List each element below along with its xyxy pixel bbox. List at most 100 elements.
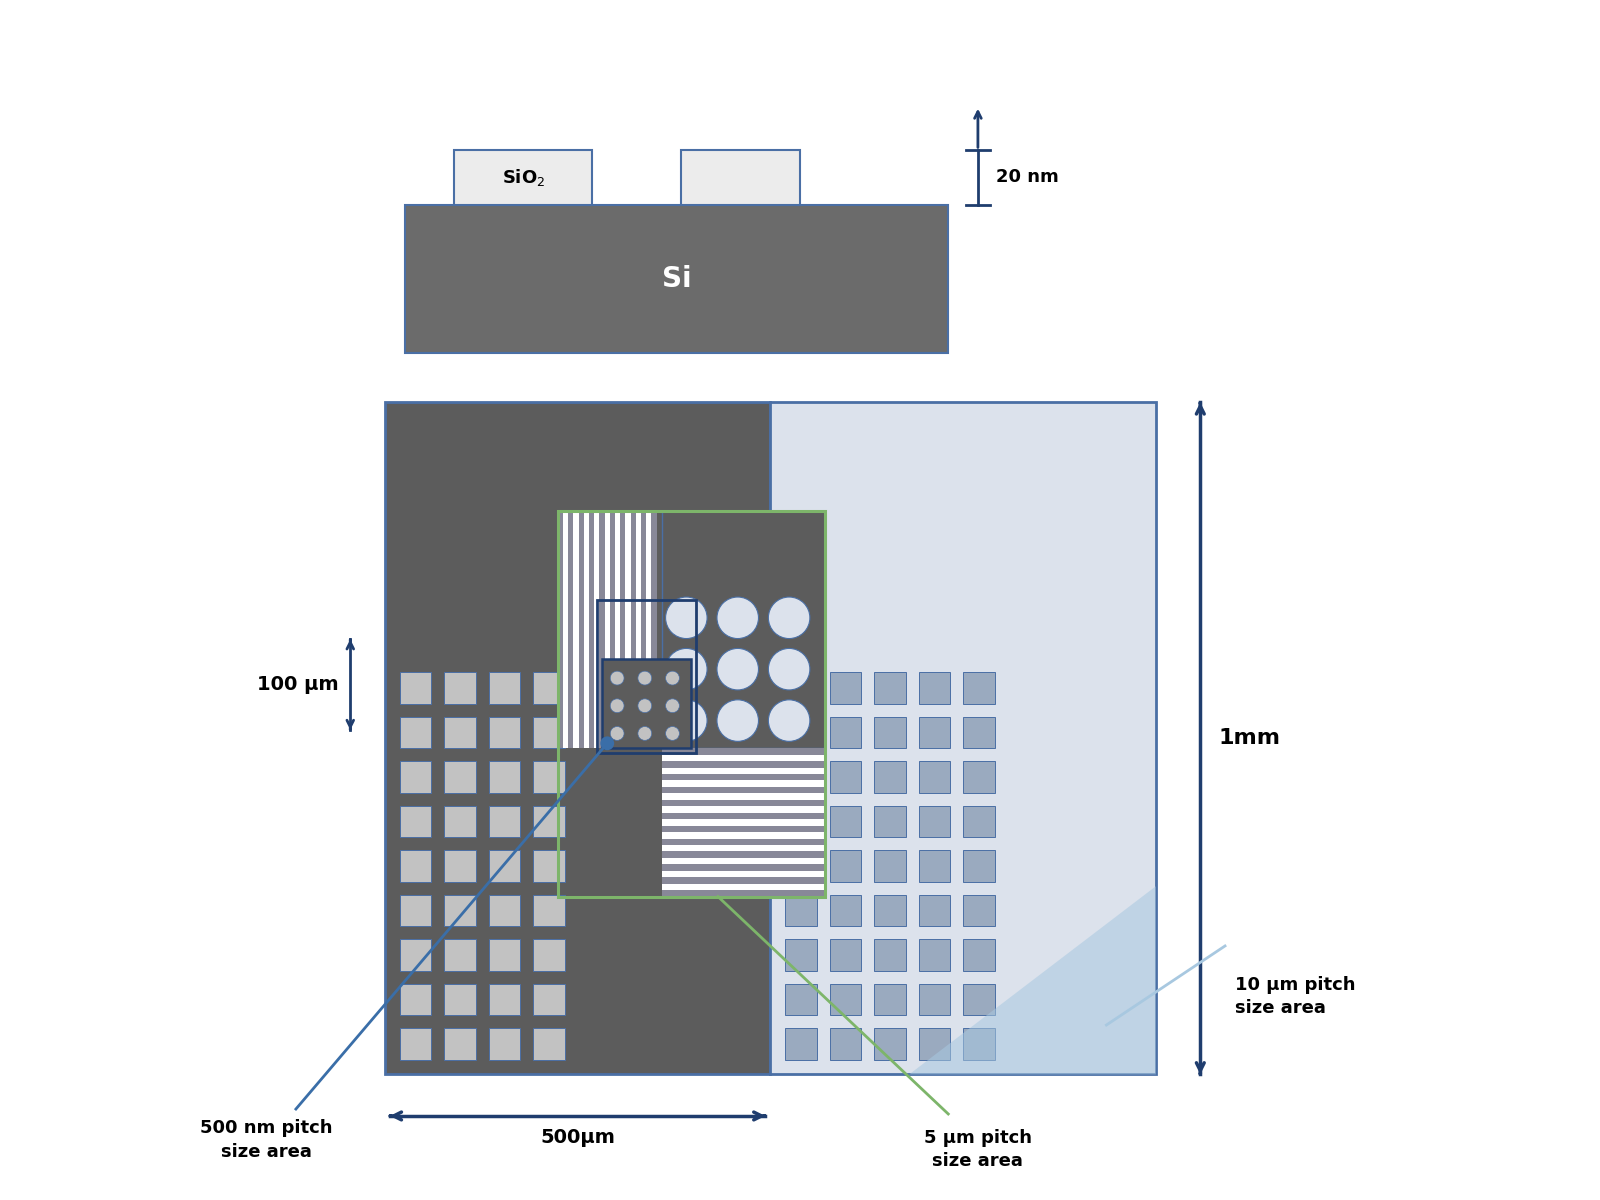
Bar	[786, 940, 818, 971]
Bar	[488, 850, 520, 882]
Circle shape	[666, 698, 680, 713]
Circle shape	[666, 598, 707, 638]
Bar	[662, 852, 824, 858]
Bar	[963, 1028, 995, 1060]
Bar	[400, 1028, 432, 1060]
Circle shape	[638, 726, 651, 740]
Bar	[454, 150, 592, 205]
Circle shape	[610, 698, 624, 713]
Bar	[874, 984, 906, 1015]
Bar	[874, 894, 906, 926]
Bar	[400, 716, 432, 749]
Bar	[400, 940, 432, 971]
Bar	[400, 672, 432, 703]
Bar	[786, 672, 818, 703]
Bar	[488, 984, 520, 1015]
Bar	[400, 894, 432, 926]
Circle shape	[666, 648, 707, 690]
Circle shape	[717, 598, 758, 638]
Text: 500 nm pitch
size area: 500 nm pitch size area	[200, 1118, 333, 1160]
Bar	[963, 984, 995, 1015]
Bar	[558, 511, 563, 749]
Bar	[400, 850, 432, 882]
Bar	[488, 761, 520, 793]
Bar	[874, 940, 906, 971]
Bar	[662, 749, 824, 755]
Text: 5 μm pitch
size area: 5 μm pitch size area	[923, 1129, 1032, 1170]
Bar	[445, 761, 475, 793]
Bar	[874, 1028, 906, 1060]
Polygon shape	[909, 887, 1155, 1074]
Bar	[830, 761, 861, 793]
Bar	[533, 672, 565, 703]
Bar	[488, 894, 520, 926]
Bar	[488, 940, 520, 971]
Circle shape	[610, 726, 624, 740]
Circle shape	[768, 598, 810, 638]
Bar	[963, 850, 995, 882]
Bar	[918, 850, 950, 882]
Bar	[918, 761, 950, 793]
Bar	[830, 940, 861, 971]
Bar	[533, 716, 565, 749]
Bar	[597, 600, 696, 754]
Bar	[662, 800, 824, 806]
Circle shape	[638, 671, 651, 685]
Bar	[874, 716, 906, 749]
Bar	[445, 716, 475, 749]
Bar	[662, 511, 824, 749]
Bar	[662, 787, 824, 793]
Circle shape	[610, 671, 624, 685]
Bar	[830, 1028, 861, 1060]
Bar	[918, 984, 950, 1015]
Bar	[533, 805, 565, 838]
Bar	[918, 672, 950, 703]
Bar	[682, 150, 800, 205]
Bar	[786, 1028, 818, 1060]
Bar	[662, 839, 824, 845]
Bar	[786, 716, 818, 749]
Bar	[662, 749, 824, 896]
Bar	[830, 716, 861, 749]
Circle shape	[717, 648, 758, 690]
Bar	[386, 402, 770, 1074]
Bar	[610, 511, 614, 749]
Bar	[445, 894, 475, 926]
Bar	[963, 805, 995, 838]
Bar	[830, 894, 861, 926]
Bar	[533, 1028, 565, 1060]
Bar	[445, 672, 475, 703]
Text: 1mm: 1mm	[1218, 728, 1280, 749]
Bar	[642, 511, 646, 749]
Bar	[963, 894, 995, 926]
Bar	[533, 761, 565, 793]
Bar	[568, 511, 573, 749]
Bar	[786, 850, 818, 882]
Bar	[602, 659, 691, 749]
Bar	[830, 805, 861, 838]
Bar	[621, 511, 626, 749]
Bar	[786, 761, 818, 793]
Bar	[533, 850, 565, 882]
Bar	[786, 894, 818, 926]
Circle shape	[666, 671, 680, 685]
Bar	[600, 511, 605, 749]
Bar	[558, 511, 824, 896]
Bar	[533, 984, 565, 1015]
Bar	[786, 984, 818, 1015]
Bar	[770, 402, 1155, 1074]
Bar	[830, 984, 861, 1015]
Circle shape	[600, 737, 614, 750]
Bar	[662, 774, 824, 780]
Bar	[488, 672, 520, 703]
Bar	[662, 761, 824, 768]
Circle shape	[768, 700, 810, 742]
Bar	[830, 672, 861, 703]
Text: 500μm: 500μm	[541, 1128, 614, 1147]
Text: 100 μm: 100 μm	[256, 676, 339, 694]
Bar	[445, 850, 475, 882]
Bar	[662, 826, 824, 832]
Bar	[533, 940, 565, 971]
Bar	[963, 761, 995, 793]
Bar	[786, 805, 818, 838]
